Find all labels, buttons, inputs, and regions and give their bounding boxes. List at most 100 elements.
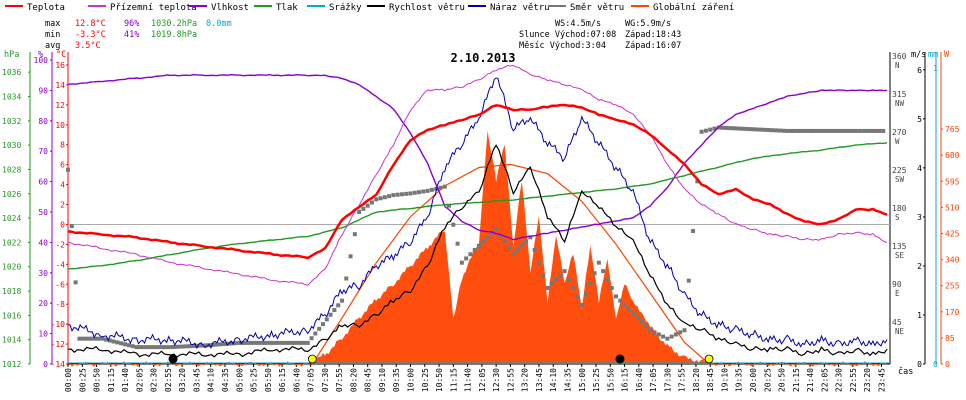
x-tick-label: 19:10 (720, 368, 729, 392)
tick-label-dir-name: NE (895, 327, 905, 336)
axis-unit-temp: °C (56, 50, 66, 60)
wind-direction-point (665, 336, 670, 341)
tick-label-temp: 14 (55, 81, 65, 90)
tick-label-pct: 100 (34, 56, 49, 65)
wind-direction-point (271, 340, 276, 345)
wind-direction-point (275, 340, 280, 345)
stat-min-press: 1019.8hPa (151, 30, 197, 40)
stat-label: max (45, 19, 60, 29)
wind-direction-point (472, 248, 477, 252)
tick-label-dir: 315 (892, 90, 907, 99)
tick-label-pct: 50 (38, 208, 48, 217)
wind-direction-point (180, 344, 185, 349)
wind-direction-point (164, 345, 169, 350)
wind-direction-point (145, 345, 150, 350)
stat-min-hum: 41% (124, 30, 139, 40)
wind-direction-point (739, 126, 744, 131)
info-sunrise: Slunce Východ:07:08 (519, 30, 616, 40)
tick-label-ms: 0 (917, 360, 922, 369)
wind-direction-point (673, 332, 678, 337)
x-tick-label: 16:40 (635, 368, 644, 392)
tick-label-hpa: 1014 (2, 336, 21, 345)
x-tick-label: 11:15 (449, 368, 458, 392)
wind-direction-point (682, 328, 687, 333)
tick-label-ms: 1 (917, 311, 922, 320)
tick-label-mm: 1 (933, 64, 938, 73)
wind-direction-point (130, 344, 135, 349)
wind-direction-point (203, 343, 207, 348)
tick-label-temp: -2 (55, 240, 65, 249)
x-tick-label: 04:10 (207, 368, 216, 392)
tick-label-temp: 6 (60, 161, 65, 170)
legend-label: Globální záření (653, 3, 734, 13)
x-tick-label: 00:25 (78, 368, 87, 392)
wind-direction-point (256, 340, 261, 345)
wind-direction-point (592, 271, 597, 276)
x-tick-label: 01:15 (107, 368, 116, 392)
tick-label-hpa: 1036 (2, 68, 21, 77)
x-tick-label: 07:05 (307, 368, 316, 392)
tick-label-dir-name: S (895, 213, 900, 222)
wind-direction-point (191, 343, 196, 348)
wind-direction-point (100, 336, 105, 341)
stat-max-temp: 12.8°C (75, 19, 106, 29)
tick-label-temp: 8 (60, 141, 65, 150)
wind-direction-point (528, 235, 533, 240)
series-wind-speed (67, 144, 888, 358)
wind-direction-point (336, 303, 341, 308)
wind-direction-point (412, 190, 417, 195)
tick-label-hpa: 1024 (2, 214, 21, 223)
stat-min-temp: -3.3°C (75, 30, 106, 40)
wind-direction-point (751, 127, 755, 132)
x-tick-label: 02:05 (135, 368, 144, 392)
wind-direction-point (263, 340, 268, 345)
wind-direction-point (96, 336, 101, 341)
x-tick-label: 13:20 (521, 368, 530, 392)
wind-direction-point (348, 254, 353, 259)
wind-direction-point (369, 200, 374, 205)
wind-direction-point (800, 128, 805, 133)
x-tick-label: 16:15 (621, 368, 630, 392)
tick-label-hpa: 1022 (2, 238, 21, 247)
wind-direction-point (796, 128, 801, 133)
wind-direction-point (429, 187, 434, 192)
wind-direction-point (279, 340, 284, 345)
wind-direction-point (686, 278, 691, 283)
x-tick-label: 00:50 (93, 368, 102, 392)
wind-direction-point (286, 340, 291, 345)
wind-direction-point (773, 128, 778, 133)
wind-direction-point (81, 336, 86, 341)
x-tick-label: 17:55 (678, 368, 687, 392)
x-tick-label: 22:05 (820, 368, 829, 392)
tick-label-temp: 4 (60, 181, 65, 190)
x-tick-label: 12:05 (478, 368, 487, 392)
x-tick-label: 19:35 (735, 368, 744, 392)
legend-label: Srážky (329, 3, 362, 13)
tick-label-w: 425 (945, 229, 960, 238)
x-axis-label: čas (898, 366, 913, 377)
tick-label-dir-name: SE (895, 251, 905, 260)
wind-direction-point (618, 298, 623, 303)
wind-direction-point (494, 226, 499, 231)
wind-direction-point (743, 126, 748, 131)
tick-label-dir-name: E (895, 289, 900, 298)
wind-direction-point (865, 128, 870, 133)
wind-direction-point (387, 194, 392, 199)
wind-direction-point (834, 128, 839, 133)
wind-direction-point (648, 328, 653, 333)
stat-label: min (45, 30, 60, 40)
tick-label-w: 0 (945, 360, 950, 369)
wind-direction-point (575, 294, 580, 299)
x-tick-label: 07:30 (321, 368, 330, 392)
tick-label-hpa: 1018 (2, 287, 21, 296)
tick-label-w: 255 (945, 282, 960, 291)
axis-unit-pct: % (38, 50, 43, 60)
tick-label-w: 340 (945, 256, 960, 265)
tick-label-pct: 10 (38, 330, 48, 339)
legend-item: Přízemní teplota (88, 3, 197, 13)
stat-max-hum: 96% (124, 19, 139, 29)
x-tick-label: 20:50 (778, 368, 787, 392)
x-tick-label: 02:30 (150, 368, 159, 392)
wind-direction-point (332, 308, 337, 313)
